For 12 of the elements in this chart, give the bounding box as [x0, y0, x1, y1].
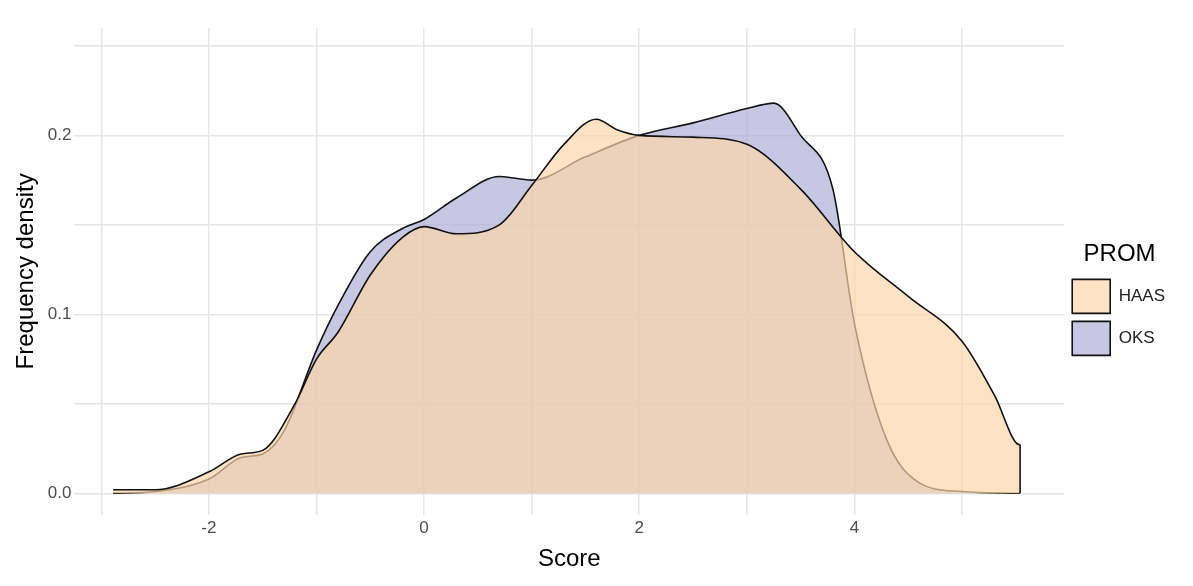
legend-title: PROM: [1083, 239, 1156, 267]
y-axis-title: Frequency density: [11, 173, 39, 370]
x-axis-title: Score: [537, 544, 601, 572]
y-tick-label: 0.2: [47, 125, 72, 145]
y-tick-label: 0.0: [47, 483, 72, 503]
x-tick-label: 2: [634, 517, 644, 537]
legend-label: OKS: [1118, 328, 1155, 348]
x-tick-label: -2: [201, 517, 217, 537]
x-tick-label: 0: [419, 517, 429, 537]
legend-label: HAAS: [1118, 286, 1165, 306]
y-tick-label: 0.1: [47, 304, 72, 324]
x-tick-label: 4: [849, 517, 860, 537]
